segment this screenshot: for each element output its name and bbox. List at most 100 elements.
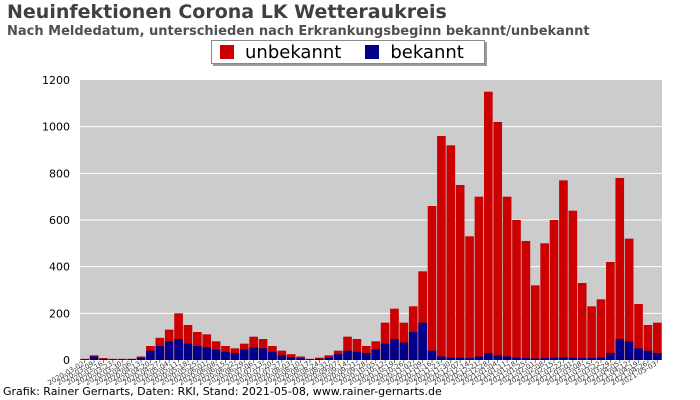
bar-unbekannt-2021-01-11: [502, 196, 512, 360]
bar-unbekannt-2021-03-08: [577, 283, 587, 360]
bar-bekannt-2020-09-14: [343, 350, 352, 360]
bar-bekannt-2020-05-04: [164, 341, 174, 360]
bar-bekannt-2020-10-05: [371, 349, 381, 360]
bar-unbekannt-2020-11-16: [427, 206, 437, 360]
bar-bekannt-2020-03-30: [117, 359, 127, 360]
legend-label-bekannt: bekannt: [390, 41, 464, 63]
bar-bekannt-2020-09-07: [333, 354, 343, 360]
bar-bekannt-2021-01-25: [521, 358, 531, 360]
bar-bekannt-2020-08-03: [286, 357, 296, 360]
bar-unbekannt-2021-03-01: [568, 210, 578, 360]
bar-bekannt-2020-06-15: [221, 351, 230, 360]
legend-item-unbekannt: unbekannt: [220, 42, 341, 63]
bar-bekannt-2020-06-22: [230, 353, 240, 360]
bar-unbekannt-2021-02-01: [530, 285, 540, 360]
bar-bekannt-2020-09-21: [352, 351, 362, 360]
y-tick-label: 0: [63, 354, 70, 367]
bar-bekannt-2020-12-14: [465, 358, 474, 360]
legend-label-unbekannt: unbekannt: [245, 41, 342, 63]
bar-unbekannt-2021-04-26: [643, 325, 653, 360]
y-tick-label: 1200: [42, 74, 70, 87]
bar-bekannt-2021-02-15: [549, 357, 559, 360]
bar-unbekannt-2020-11-30: [446, 145, 456, 360]
bar-unbekannt-2021-01-18: [512, 220, 521, 360]
bar-bekannt-2020-07-06: [249, 347, 258, 360]
y-tick-label: 800: [49, 167, 70, 180]
bar-bekannt-2020-10-19: [390, 339, 399, 360]
bar-bekannt-2020-03-23: [108, 359, 118, 360]
bar-bekannt-2020-11-16: [427, 350, 437, 360]
chart-subtitle: Nach Meldedatum, unterschieden nach Erkr…: [7, 24, 590, 39]
bar-unbekannt-2021-01-04: [493, 122, 503, 360]
y-tick-label: 1000: [42, 121, 70, 134]
bar-bekannt-2021-02-08: [540, 358, 549, 360]
bar-bekannt-2020-07-13: [258, 348, 268, 360]
bar-bekannt-2021-04-26: [643, 350, 653, 360]
chart-title: Neuinfektionen Corona LK Wetteraukreis: [7, 1, 447, 23]
bar-unbekannt-2020-10-26: [399, 322, 409, 360]
bar-unbekannt-2021-03-29: [606, 262, 615, 360]
bar-bekannt-2020-08-31: [324, 357, 334, 360]
bar-unbekannt-2020-12-21: [474, 196, 484, 360]
bar-unbekannt-2020-12-28: [484, 91, 493, 361]
bar-unbekannt-2020-09-14: [343, 336, 352, 360]
bar-unbekannt-2021-03-15: [587, 306, 596, 360]
bar-unbekannt-2021-02-08: [540, 243, 549, 360]
x-axis: 2020-03-022020-03-092020-03-162020-03-23…: [46, 360, 658, 388]
bar-bekannt-2020-07-20: [268, 351, 277, 360]
bar-unbekannt-2020-10-12: [380, 322, 390, 360]
bar-bekannt-2020-08-10: [296, 358, 305, 360]
bar-bekannt-2020-11-23: [437, 356, 446, 360]
bar-bekannt-2020-05-25: [193, 346, 202, 360]
bar-unbekannt-2020-11-09: [418, 271, 427, 360]
bar-bekannt-2020-10-26: [399, 342, 409, 360]
bar-unbekannt-2020-12-14: [465, 236, 474, 360]
bar-unbekannt-2021-01-25: [521, 241, 531, 360]
bar-bekannt-2020-09-28: [361, 353, 371, 360]
bar-bekannt-2020-10-12: [380, 343, 390, 360]
bar-bekannt-2021-04-19: [634, 348, 643, 360]
bar-unbekannt-2021-05-03: [652, 322, 662, 360]
bar-bekannt-2021-05-03: [652, 353, 662, 360]
bar-bekannt-2020-12-07: [455, 357, 465, 360]
bar-bekannt-2020-04-13: [136, 357, 146, 360]
y-tick-label: 400: [49, 261, 70, 274]
bar-bekannt-2021-04-05: [615, 339, 625, 360]
source-credit: Grafik: Rainer Gernarts, Daten: RKI, Sta…: [3, 385, 442, 398]
bar-unbekannt-2021-02-22: [559, 180, 568, 360]
bar-bekannt-2020-08-24: [315, 358, 324, 360]
bar-bekannt-2021-03-29: [606, 353, 615, 360]
bar-bekannt-2021-02-01: [530, 358, 540, 360]
bar-unbekannt-2020-08-03: [286, 354, 296, 360]
bar-unbekannt-2021-04-12: [624, 238, 634, 360]
bar-bekannt-2020-06-29: [239, 349, 249, 360]
bar-bekannt-2021-01-18: [512, 357, 521, 360]
y-tick-label: 200: [49, 307, 70, 320]
bar-bekannt-2021-03-15: [587, 358, 596, 360]
bar-unbekannt-2020-08-31: [324, 355, 334, 360]
bar-bekannt-2020-04-06: [127, 359, 136, 360]
legend: unbekannt bekannt: [211, 40, 485, 64]
bar-bekannt-2020-08-17: [305, 359, 315, 360]
bar-bekannt-2020-11-30: [446, 357, 456, 360]
legend-swatch-unbekannt: [220, 45, 234, 59]
legend-swatch-bekannt: [365, 45, 380, 59]
bar-bekannt-2020-05-11: [174, 339, 183, 360]
bar-bekannt-2020-11-02: [408, 332, 418, 360]
bar-bekannt-2021-01-11: [502, 356, 512, 360]
bar-bekannt-2020-03-16: [99, 358, 108, 360]
bar-bekannt-2020-06-01: [202, 347, 212, 360]
y-axis: 0 200 400 600 800 1000 1200: [42, 74, 70, 367]
bar-unbekannt-2021-04-05: [615, 178, 625, 360]
bar-bekannt-2021-01-04: [493, 355, 503, 360]
bar-bekannt-2020-12-21: [474, 356, 484, 360]
y-tick-label: 600: [49, 214, 70, 227]
legend-item-bekannt: bekannt: [365, 42, 464, 63]
bar-unbekannt-2020-10-19: [390, 308, 399, 360]
bar-unbekannt-2020-06-01: [202, 334, 212, 360]
bar-bekannt-2020-03-09: [89, 356, 99, 360]
bar-unbekannt-2020-05-11: [174, 313, 183, 360]
bar-bekannt-2020-03-02: [80, 359, 90, 360]
bars: [80, 91, 662, 361]
